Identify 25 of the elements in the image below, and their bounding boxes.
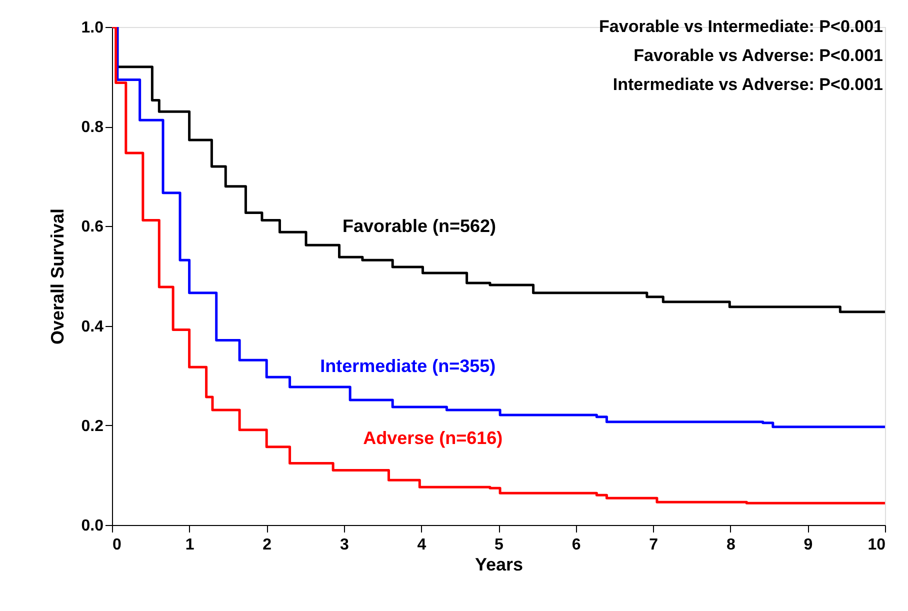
x-tick-label: 6 — [572, 536, 581, 554]
x-tick-label: 10 — [868, 536, 886, 554]
y-tick-label: 1.0 — [81, 20, 104, 36]
annotation: Favorable vs Adverse: P<0.001 — [634, 46, 883, 65]
series-label: Adverse (n=616) — [363, 428, 503, 448]
x-tick-label: 3 — [340, 536, 349, 554]
y-tick-label: 0.6 — [81, 218, 104, 236]
annotation: Favorable vs Intermediate: P<0.001 — [599, 17, 883, 36]
x-tick-label: 2 — [262, 536, 272, 554]
x-tick-label: 0 — [112, 536, 122, 554]
x-tick-label: 5 — [494, 536, 504, 554]
y-axis-title: Overall Survival — [47, 208, 68, 345]
y-tick-label: 0.2 — [81, 418, 104, 435]
y-tick-label: 0.0 — [81, 518, 104, 534]
x-tick-label: 1 — [185, 536, 194, 554]
series-label: Intermediate (n=355) — [320, 356, 496, 376]
x-tick-label: 9 — [804, 536, 813, 554]
x-tick-label: 8 — [726, 536, 736, 554]
x-axis-title: Years — [474, 554, 524, 574]
series-label: Favorable (n=562) — [342, 216, 496, 236]
x-tick-label: 4 — [417, 536, 426, 554]
y-tick-label: 0.8 — [81, 119, 104, 136]
annotation: Intermediate vs Adverse: P<0.001 — [612, 75, 883, 94]
x-tick-label: 7 — [649, 536, 658, 554]
y-tick-label: 0.4 — [81, 318, 104, 336]
